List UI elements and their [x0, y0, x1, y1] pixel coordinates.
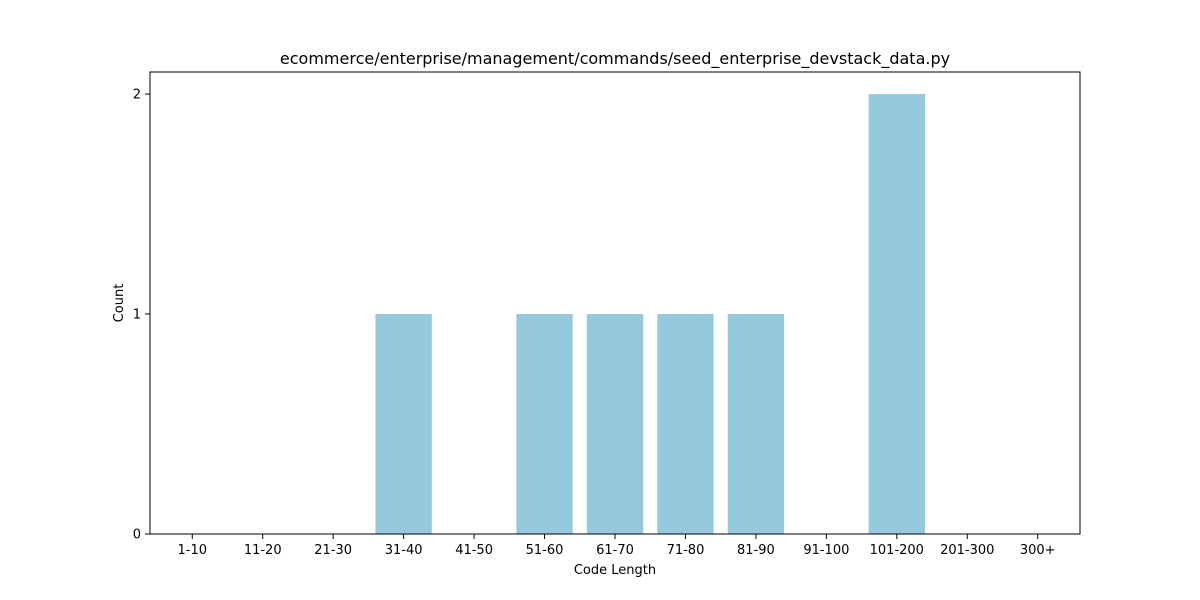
bar-61-70 [586, 314, 644, 534]
x-tick-label: 11-20 [244, 543, 282, 558]
bar-101-200 [868, 94, 925, 534]
x-tick-label: 21-30 [314, 543, 352, 558]
x-tick-label: 300+ [1020, 543, 1056, 558]
x-tick-label: 41-50 [455, 543, 493, 558]
bar-31-40 [375, 314, 432, 534]
x-tick-label: 91-100 [803, 543, 849, 558]
y-tick-label: 1 [133, 308, 141, 323]
y-tick-label: 0 [133, 528, 141, 543]
chart-title: ecommerce/enterprise/management/commands… [280, 49, 950, 69]
x-tick-label: 81-90 [737, 543, 775, 558]
x-tick-label: 101-200 [870, 543, 924, 558]
y-axis-ticks: 0 1 2 [133, 88, 150, 543]
bar-71-80 [657, 314, 714, 534]
x-tick-label: 51-60 [526, 543, 564, 558]
y-tick-label: 2 [133, 88, 141, 103]
x-tick-label: 201-300 [940, 543, 994, 558]
bar-81-90 [727, 314, 785, 534]
bars-layer [375, 94, 925, 534]
bar-51-60 [516, 314, 573, 534]
y-axis-label: Count [112, 284, 127, 323]
x-axis-label: Code Length [574, 563, 656, 578]
plot-frame [149, 71, 1081, 535]
x-tick-label: 71-80 [667, 543, 705, 558]
x-tick-label: 1-10 [178, 543, 208, 558]
x-tick-label: 31-40 [385, 543, 423, 558]
x-axis-ticks: 1-10 11-20 21-30 31-40 41-50 51-60 61-70 71-80 8… [178, 534, 1056, 558]
x-tick-label: 61-70 [596, 543, 634, 558]
